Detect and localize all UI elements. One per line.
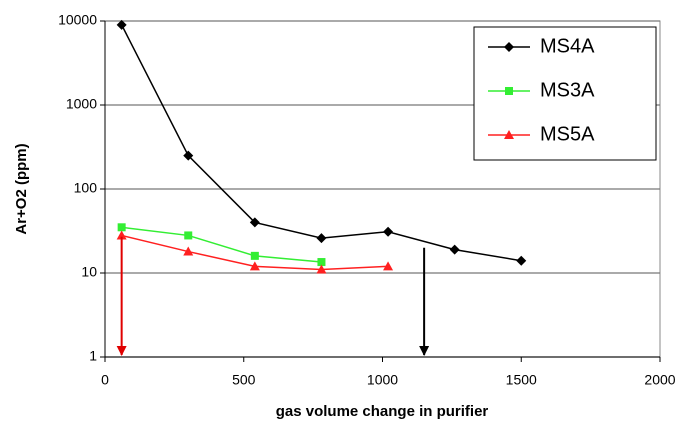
x-tick-label: 2000 <box>644 372 675 388</box>
point <box>317 258 326 267</box>
legend-marker <box>504 42 514 52</box>
point <box>183 246 194 256</box>
series-line <box>121 226 322 263</box>
point <box>316 233 327 244</box>
point <box>183 150 194 161</box>
legend-label: MS5A <box>540 123 595 145</box>
point <box>383 226 394 237</box>
point <box>516 255 527 266</box>
point <box>117 223 126 232</box>
legend-label: MS3A <box>540 79 595 101</box>
x-tick-label: 1500 <box>506 372 537 388</box>
y-axis-label: Ar+O2 (ppm) <box>13 143 30 234</box>
legend-marker <box>505 87 513 95</box>
point <box>184 231 193 240</box>
point <box>249 217 260 228</box>
series-line <box>120 24 522 262</box>
y-tick-label: 10000 <box>58 12 97 28</box>
point <box>250 251 259 260</box>
point <box>249 261 260 271</box>
x-tick-label: 0 <box>101 372 109 388</box>
legend: MS4A MS3A MS5A <box>473 26 657 161</box>
point <box>383 261 394 271</box>
point <box>449 244 460 255</box>
y-tick-label: 10 <box>81 264 97 280</box>
point <box>116 19 127 30</box>
legend-marker <box>504 130 514 139</box>
point <box>116 230 127 240</box>
point <box>316 264 327 274</box>
x-tick-label: 500 <box>232 372 256 388</box>
x-axis-label: gas volume change in purifier <box>276 403 489 420</box>
legend-box <box>473 26 657 161</box>
legend-label: MS4A <box>540 35 595 57</box>
y-tick-label: 100 <box>74 180 98 196</box>
y-tick-label: 1 <box>89 348 97 364</box>
y-tick-label: 1000 <box>66 96 97 112</box>
x-tick-label: 1000 <box>367 372 398 388</box>
